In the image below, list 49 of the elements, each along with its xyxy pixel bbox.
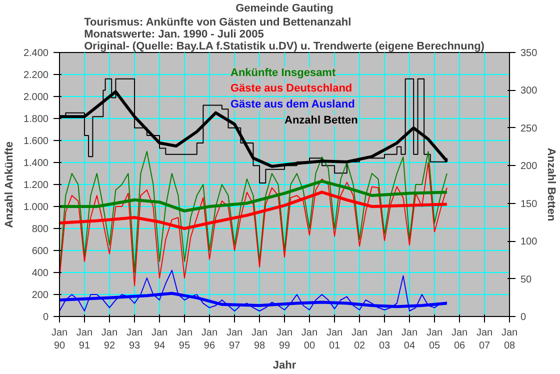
x-tick-label: Jan 96 bbox=[201, 328, 218, 352]
y2-tick-label: 0 bbox=[520, 312, 526, 323]
y2-tick-label: 250 bbox=[520, 123, 538, 134]
x-tick-label: Jan 90 bbox=[51, 328, 68, 352]
x-tick-label: Jan 95 bbox=[176, 328, 193, 352]
y-tick-label: 2.000 bbox=[23, 92, 49, 103]
x-tick-label: Jan 98 bbox=[251, 328, 268, 352]
x-tick-label: Jan 08 bbox=[501, 328, 518, 352]
text: Ankünfte Insgesamt bbox=[230, 66, 336, 79]
x-tick-label: Jan 06 bbox=[451, 328, 468, 352]
y2-axis-title: Anzahl Betten bbox=[545, 148, 558, 222]
y-tick-label: 0 bbox=[42, 312, 49, 323]
x-axis-title: Jahr bbox=[272, 360, 297, 372]
x-tick-label: Jan 92 bbox=[101, 328, 118, 352]
y2-tick-label: 300 bbox=[520, 86, 538, 97]
x-tick-label: Jan 01 bbox=[326, 328, 343, 352]
text: Gäste aus dem Ausland bbox=[230, 98, 355, 111]
y-tick-label: 1.000 bbox=[23, 202, 49, 213]
y-tick-label: 400 bbox=[32, 268, 49, 279]
y2-tick-label: 150 bbox=[520, 198, 538, 210]
y2-tick-label: 200 bbox=[520, 161, 538, 172]
y-tick-label: 2.400 bbox=[23, 48, 49, 59]
x-tick-label: Jan 93 bbox=[126, 328, 143, 352]
y-tick-label: 2.200 bbox=[23, 70, 49, 81]
x-tick-label: Jan 03 bbox=[376, 328, 393, 352]
x-tick-label: Jan 05 bbox=[426, 328, 443, 352]
y-tick-label: 1.400 bbox=[23, 158, 49, 169]
x-tick-label: Jan 91 bbox=[76, 328, 93, 352]
x-tick-label: Jan 97 bbox=[226, 328, 243, 352]
x-tick-label: Jan 99 bbox=[276, 328, 293, 352]
y-tick-label: 1.200 bbox=[23, 180, 49, 191]
x-tick-label: Jan 94 bbox=[151, 328, 168, 352]
y2-tick-label: 350 bbox=[520, 48, 538, 59]
y-tick-label: 1.800 bbox=[23, 114, 49, 125]
y-tick-label: 1.600 bbox=[23, 136, 49, 147]
x-tick-label: Jan 04 bbox=[401, 328, 418, 352]
y2-tick-label: 100 bbox=[520, 236, 538, 248]
x-tick-label: Jan 07 bbox=[476, 328, 493, 352]
y-tick-label: 800 bbox=[32, 224, 49, 235]
x-tick-label: Jan 00 bbox=[301, 328, 318, 352]
y-axis-title: Anzahl Ankünfte bbox=[3, 142, 16, 228]
y-tick-label: 200 bbox=[32, 290, 49, 301]
chart-subtitle: Tourismus: Ankünfte von Gästen und Bettenanzahl Monatswerte: Jan. 1990 - Juli 2005 Original- (Quelle: Bay.LA f.Statistik u.DV) u. Trendwerte (eigene Berechnung) bbox=[84, 16, 485, 52]
text: Anzahl Betten bbox=[284, 114, 358, 126]
y-tick-label: 600 bbox=[32, 246, 49, 257]
x-tick-label: Jan 02 bbox=[351, 328, 368, 352]
text: Gäste aus Deutschland bbox=[230, 82, 352, 95]
y2-tick-label: 50 bbox=[520, 274, 532, 286]
chart-title: Gemeinde Gauting bbox=[236, 2, 334, 14]
